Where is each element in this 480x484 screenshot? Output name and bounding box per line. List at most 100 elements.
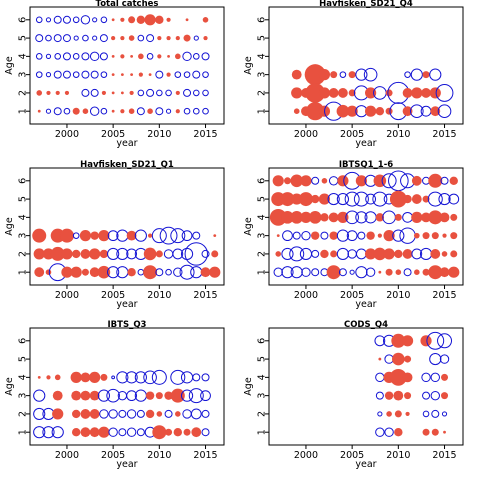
bubble-positive	[71, 390, 82, 401]
bubble-positive	[143, 247, 157, 261]
x-axis-label: year	[116, 459, 137, 470]
bubble-positive	[33, 248, 45, 260]
bubble-negative	[375, 391, 384, 400]
bubble-negative	[440, 176, 449, 185]
x-tick-label: 2000	[55, 450, 79, 461]
bubble-positive	[165, 428, 173, 436]
y-tick-label: 2	[257, 90, 268, 96]
bubble-negative	[365, 193, 377, 205]
bubble-positive	[166, 17, 171, 22]
bubble-positive	[439, 212, 450, 223]
bubble-negative	[179, 264, 195, 280]
bubble-positive	[443, 430, 446, 434]
bubble-positive	[89, 409, 100, 419]
bubble-negative	[62, 70, 71, 79]
bubble-positive	[318, 69, 331, 81]
bubble-positive	[421, 212, 431, 223]
bubble-positive	[404, 392, 412, 400]
bubble-negative	[410, 68, 423, 81]
bubble-positive	[81, 268, 89, 276]
bubble-positive	[394, 249, 403, 259]
bubble-negative	[33, 389, 46, 402]
bubble-negative	[136, 428, 145, 437]
bubble-negative	[134, 371, 147, 384]
bubble-negative	[165, 108, 172, 114]
y-tick-label: 4	[257, 214, 268, 220]
bubble-positive	[191, 427, 202, 438]
bubble-positive	[310, 231, 320, 240]
bubble-negative	[375, 372, 385, 383]
bubble-positive	[183, 34, 191, 42]
bubble-negative	[201, 373, 210, 382]
y-tick-label: 6	[18, 338, 29, 344]
bubble-negative	[42, 426, 55, 439]
bubble-negative	[151, 228, 167, 244]
bubble-negative	[183, 71, 191, 78]
plot-frame	[268, 6, 464, 125]
x-tick-label: 2005	[101, 450, 125, 461]
bubble-positive	[46, 90, 51, 96]
bubble-negative	[107, 247, 120, 261]
x-tick-label: 2005	[101, 129, 125, 140]
bubble-positive	[385, 268, 393, 276]
bubble-negative	[111, 375, 116, 380]
bubble-positive	[441, 373, 449, 381]
bubble-positive	[402, 88, 413, 98]
bubble-negative	[183, 88, 192, 97]
bubble-positive	[291, 69, 302, 80]
bubble-positive	[166, 35, 171, 41]
bubble-negative	[97, 389, 111, 402]
x-tick-label: 2005	[340, 129, 364, 140]
bubble-negative	[301, 267, 311, 277]
bubble-positive	[421, 88, 431, 98]
bubble-positive	[375, 213, 385, 222]
bubble-negative	[53, 107, 62, 116]
bubble-negative	[53, 34, 62, 43]
bubble-negative	[392, 229, 405, 242]
bubble-negative	[146, 53, 154, 60]
bubble-positive	[404, 355, 412, 363]
bubble-positive	[120, 17, 125, 22]
bubble-negative	[155, 107, 164, 116]
bubble-positive	[283, 177, 291, 185]
bubble-positive	[402, 372, 413, 383]
bubble-negative	[372, 191, 388, 207]
bubble-negative	[339, 71, 347, 78]
y-axis-label: Age	[4, 217, 15, 236]
bubble-negative	[336, 192, 350, 206]
panel-title: Total catches	[96, 0, 159, 9]
bubble-negative	[353, 191, 369, 207]
plot-frame	[268, 167, 464, 286]
bubble-negative	[72, 53, 80, 60]
bubble-positive	[175, 90, 180, 96]
bubble-positive	[203, 35, 208, 41]
bubble-positive	[391, 333, 406, 348]
bubble-positive	[385, 107, 393, 115]
bubble-positive	[32, 228, 47, 243]
y-tick-label: 6	[257, 17, 268, 23]
bubble-negative	[192, 373, 201, 382]
bubble-positive	[280, 192, 295, 207]
bubble-positive	[300, 175, 312, 187]
bubble-positive	[383, 230, 395, 242]
bubble-positive	[100, 373, 108, 381]
bubble-positive	[120, 35, 125, 41]
y-tick-label: 1	[18, 108, 29, 114]
bubble-negative	[35, 53, 43, 60]
bubble-positive	[173, 428, 183, 437]
bubble-negative	[146, 88, 155, 97]
bubble-negative	[118, 428, 127, 437]
bubble-positive	[378, 357, 382, 361]
bubble-positive	[89, 267, 100, 278]
bubble-negative	[201, 249, 210, 258]
bubble-positive	[329, 231, 338, 240]
bubble-negative	[81, 88, 90, 97]
bubble-negative	[201, 428, 210, 437]
panel-title: CODS_Q4	[344, 320, 388, 330]
y-tick-label: 5	[18, 356, 29, 362]
bubble-positive	[34, 267, 45, 278]
bubble-negative	[45, 108, 52, 114]
bubble-negative	[188, 388, 204, 404]
y-tick-label: 6	[18, 17, 29, 23]
bubble-positive	[98, 230, 110, 242]
